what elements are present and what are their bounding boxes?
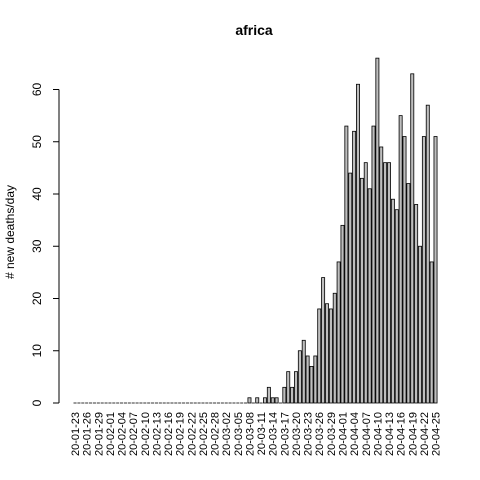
- bar: [247, 397, 252, 404]
- x-tick-label: 20-01-29: [93, 412, 105, 456]
- bar: [398, 115, 403, 404]
- x-tick-label: 20-02-13: [151, 412, 163, 456]
- bar: [390, 198, 395, 404]
- x-tick-label: 20-03-05: [233, 412, 245, 456]
- bar: [394, 209, 399, 404]
- x-tick-label: 20-03-23: [303, 412, 315, 456]
- bars-group: [73, 57, 438, 404]
- bar: [336, 261, 341, 404]
- x-tick-label: 20-03-08: [244, 412, 256, 456]
- y-tick-label: 30: [30, 239, 44, 253]
- bar: [340, 224, 345, 404]
- bar: [383, 162, 388, 404]
- bar: [317, 308, 322, 404]
- bar: [406, 183, 411, 404]
- y-axis-label: # new deaths/day: [3, 185, 17, 279]
- x-tick-label: 20-04-22: [419, 412, 431, 456]
- x-tick-label: 20-01-26: [82, 412, 94, 456]
- x-tick-label: 20-03-17: [279, 412, 291, 456]
- bar: [425, 104, 430, 404]
- y-tick-label: 0: [30, 399, 44, 406]
- bar: [325, 303, 329, 404]
- bar: [363, 162, 368, 404]
- x-tick-label: 20-03-11: [256, 412, 268, 455]
- x-tick-label: 20-03-02: [221, 412, 233, 456]
- x-tick-label: 20-03-26: [314, 412, 326, 456]
- bar: [274, 397, 279, 404]
- x-tick-label: 20-04-13: [384, 412, 396, 456]
- bar: [332, 292, 337, 404]
- x-tick-label: 20-01-23: [70, 412, 82, 456]
- bar: [402, 136, 407, 404]
- bar: [255, 397, 260, 404]
- bar: [294, 371, 298, 404]
- bar: [387, 162, 391, 404]
- bar: [421, 136, 426, 404]
- bar: [344, 125, 349, 404]
- bar: [352, 130, 357, 404]
- x-tick-label: 20-02-19: [175, 412, 187, 456]
- bar: [375, 57, 380, 404]
- bar: [410, 73, 415, 404]
- bar: [429, 261, 434, 404]
- y-tick-label: 40: [30, 187, 44, 201]
- x-tick-label: 20-02-16: [163, 412, 175, 456]
- bar: [418, 245, 422, 404]
- x-tick-label: 20-02-07: [128, 412, 140, 456]
- bar: [301, 339, 306, 404]
- bar: [328, 308, 333, 404]
- x-tick-label: 20-02-25: [198, 412, 210, 456]
- x-tick-label: 20-02-04: [117, 412, 129, 456]
- bar: [367, 188, 372, 404]
- x-tick-label: 20-04-19: [407, 412, 419, 456]
- bar: [309, 366, 314, 404]
- bar: [371, 125, 376, 404]
- y-tick-label: 20: [30, 292, 44, 306]
- bar: [348, 172, 353, 404]
- x-tick-label: 20-04-07: [361, 412, 373, 456]
- bar: [286, 371, 291, 404]
- bar: [270, 397, 275, 404]
- x-tick-label: 20-03-20: [291, 412, 303, 456]
- bar: [414, 204, 419, 404]
- bar: [282, 386, 287, 404]
- bar: [321, 277, 326, 404]
- x-tick-label: 20-04-04: [349, 412, 361, 456]
- bar: [313, 355, 318, 404]
- x-tick-label: 20-04-01: [337, 412, 349, 456]
- y-tick-label: 60: [30, 83, 44, 97]
- bar: [356, 83, 360, 404]
- x-tick-label: 20-02-01: [105, 412, 117, 456]
- x-tick-label: 20-02-28: [210, 412, 222, 456]
- bar: [263, 397, 267, 404]
- x-tick-label: 20-04-25: [431, 412, 443, 456]
- x-tick-label: 20-02-22: [186, 412, 198, 456]
- x-tick-label: 20-03-14: [268, 412, 280, 456]
- bar: [266, 386, 271, 404]
- bar: [297, 350, 302, 404]
- y-tick-label: 50: [30, 135, 44, 149]
- y-axis: 0 10 20 30 40 50 60: [30, 83, 60, 406]
- x-tick-labels: 20-01-23 20-01-26 20-01-29 20-02-01 20-02-04…: [70, 412, 442, 456]
- bar: [359, 177, 364, 404]
- chart-title: africa: [235, 22, 273, 38]
- bar: [379, 146, 384, 404]
- y-tick-label: 10: [30, 344, 44, 358]
- x-tick-label: 20-04-10: [372, 412, 384, 456]
- x-tick-label: 20-04-16: [396, 412, 408, 456]
- x-tick-label: 20-02-10: [140, 412, 152, 456]
- bar: [290, 386, 295, 404]
- x-tick-label: 20-03-29: [326, 412, 338, 456]
- bar: [433, 136, 438, 404]
- bar: [305, 355, 310, 404]
